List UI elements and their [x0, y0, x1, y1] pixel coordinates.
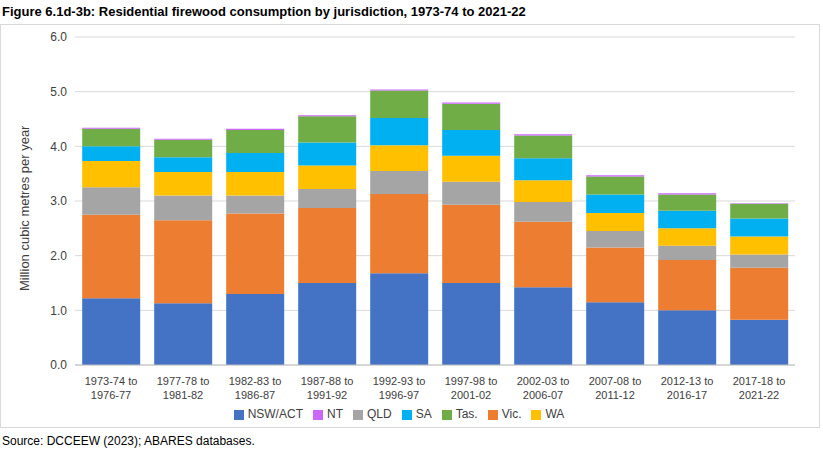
svg-text:3.0: 3.0 [50, 194, 67, 208]
svg-text:1996-97: 1996-97 [379, 389, 419, 401]
svg-text:1986-87: 1986-87 [235, 389, 275, 401]
svg-text:2.0: 2.0 [50, 249, 67, 263]
html-text:SA: SA [415, 407, 432, 421]
svg-text:2017-18 to: 2017-18 to [733, 375, 786, 387]
svg-text:2016-17: 2016-17 [667, 389, 707, 401]
html-text:Source: DCCEEW (2023); ABARES: Source: DCCEEW (2023); ABARES databases. [2, 434, 255, 448]
svg-text:1992-93 to: 1992-93 to [373, 375, 426, 387]
html-text:WA: WA [545, 407, 565, 421]
svg-text:1982-83 to: 1982-83 to [229, 375, 282, 387]
svg-text:2011-12: 2011-12 [595, 389, 635, 401]
html-text:QLD: QLD [367, 407, 392, 421]
svg-text:1977-78 to: 1977-78 to [157, 375, 210, 387]
svg-text:2021-22: 2021-22 [739, 389, 779, 401]
svg-text:5.0: 5.0 [50, 85, 67, 99]
svg-text:2012-13 to: 2012-13 to [661, 375, 714, 387]
svg-text:1973-74 to: 1973-74 to [85, 375, 138, 387]
svg-text:1981-82: 1981-82 [163, 389, 203, 401]
svg-text:2006-07: 2006-07 [523, 389, 563, 401]
svg-text:2007-08 to: 2007-08 to [589, 375, 642, 387]
svg-text:6.0: 6.0 [50, 30, 67, 44]
svg-text:1987-88 to: 1987-88 to [301, 375, 354, 387]
html-text:NSW/ACT: NSW/ACT [247, 407, 303, 421]
svg-text:0.0: 0.0 [50, 358, 67, 372]
svg-text:4.0: 4.0 [50, 140, 67, 154]
html-text:Tas.: Tas. [455, 407, 478, 421]
svg-text:1.0: 1.0 [50, 304, 67, 318]
svg-text:1991-92: 1991-92 [307, 389, 347, 401]
svg-text:Million cubic metres per year: Million cubic metres per year [17, 125, 32, 291]
svg-text:1997-98 to: 1997-98 to [445, 375, 498, 387]
svg-text:2002-03 to: 2002-03 to [517, 375, 570, 387]
html-text:NT: NT [327, 407, 343, 421]
svg-text:2001-02: 2001-02 [451, 389, 491, 401]
html-text:Figure 6.1d-3b: Residential fi: Figure 6.1d-3b: Residential firewood con… [2, 4, 526, 19]
svg-text:1976-77: 1976-77 [91, 389, 131, 401]
html-text:Vic.: Vic. [501, 407, 522, 421]
